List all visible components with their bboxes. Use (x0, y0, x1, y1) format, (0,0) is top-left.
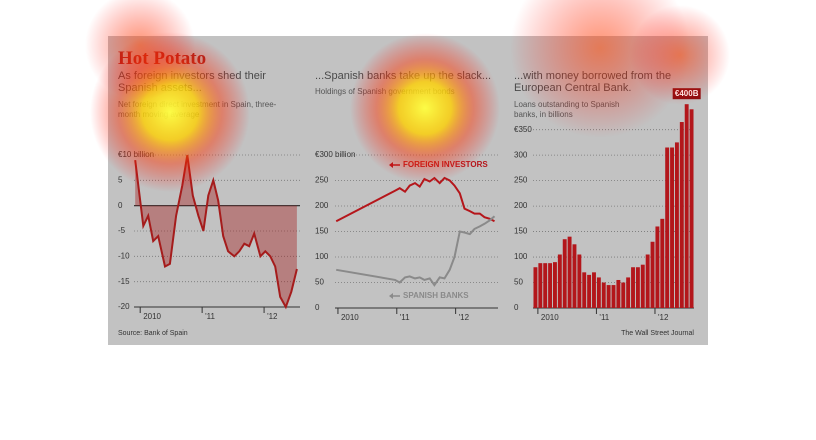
y-tick-label: 250 (315, 176, 329, 185)
bar (601, 282, 606, 308)
x-tick-label: '12 (459, 313, 470, 322)
bar (684, 104, 689, 308)
main-title: Hot Potato (118, 48, 207, 69)
bar (557, 254, 562, 308)
x-tick-label: 2010 (341, 313, 359, 322)
bar (562, 239, 567, 308)
bar (596, 277, 601, 308)
y-tick-label: 0 (118, 201, 123, 210)
y-tick-label: 300 (514, 150, 528, 159)
panel-title: ...Spanish banks take up the slack... (315, 70, 492, 82)
y-tick-label: 50 (315, 278, 324, 287)
bar (674, 142, 679, 308)
x-tick-label: '11 (400, 313, 410, 322)
y-tick-label: -15 (118, 277, 130, 286)
y-tick-label: 150 (315, 227, 329, 236)
y-tick-label: 200 (315, 201, 329, 210)
x-tick-label: 2010 (143, 312, 161, 321)
bar (655, 226, 660, 308)
panel-subtitle: Loans outstanding to Spanish banks, in b… (514, 100, 620, 119)
bar (621, 282, 626, 308)
bar (616, 279, 621, 308)
bar (650, 241, 655, 308)
y-tick-label: 100 (514, 252, 528, 261)
y-tick-label: -20 (118, 302, 130, 311)
bar (626, 277, 631, 308)
bar (577, 254, 582, 308)
x-tick-label: '12 (267, 312, 278, 321)
y-tick-label: €350 (514, 125, 532, 134)
x-tick-label: '11 (599, 313, 609, 322)
bar (533, 267, 538, 308)
bar (665, 147, 670, 308)
bar (538, 263, 543, 308)
bar (635, 267, 640, 308)
y-tick-label: 200 (514, 201, 528, 210)
credit: The Wall Street Journal (621, 330, 694, 337)
legend-arrow-head (389, 293, 393, 299)
bar (645, 254, 650, 308)
y-tick-label: -10 (118, 251, 130, 260)
bar (640, 264, 645, 308)
bar (567, 236, 572, 308)
x-tick-label: '12 (658, 313, 669, 322)
bar (679, 122, 684, 309)
bar (631, 267, 635, 308)
bar (670, 147, 674, 308)
source: Source: Bank of Spain (118, 330, 188, 337)
bar (611, 285, 616, 308)
y-tick-label: 0 (514, 303, 519, 312)
y-tick-label: €10 billion (118, 150, 154, 159)
bar (660, 218, 665, 308)
y-tick-label: 100 (315, 252, 329, 261)
bar (582, 272, 587, 308)
legend-label: SPANISH BANKS (403, 291, 469, 300)
bar (606, 285, 611, 308)
value-label: €400B (675, 89, 699, 98)
line (134, 154, 298, 310)
panel-subtitle: Net foreign direct investment in Spain, … (118, 100, 277, 119)
y-tick-label: 50 (514, 278, 523, 287)
panel-title: As foreign investors shed their Spanish … (118, 70, 266, 94)
x-tick-label: 2010 (541, 313, 559, 322)
bar (548, 263, 553, 308)
panel-title: ...with money borrowed from the European… (514, 70, 672, 94)
bar (689, 109, 694, 309)
bar (592, 272, 596, 308)
bar (587, 274, 592, 308)
y-tick-label: 0 (315, 303, 320, 312)
area (135, 155, 297, 307)
y-tick-label: 250 (514, 176, 528, 185)
x-tick-label: '11 (205, 312, 215, 321)
bar (543, 263, 548, 308)
bar (553, 262, 557, 308)
bar (572, 244, 577, 308)
y-tick-label: -5 (118, 226, 126, 235)
line (336, 215, 496, 287)
legend-label: FOREIGN INVESTORS (403, 160, 488, 169)
y-tick-label: 5 (118, 175, 123, 184)
y-tick-label: 150 (514, 227, 528, 236)
panel-subtitle: Holdings of Spanish government bonds (315, 87, 455, 96)
